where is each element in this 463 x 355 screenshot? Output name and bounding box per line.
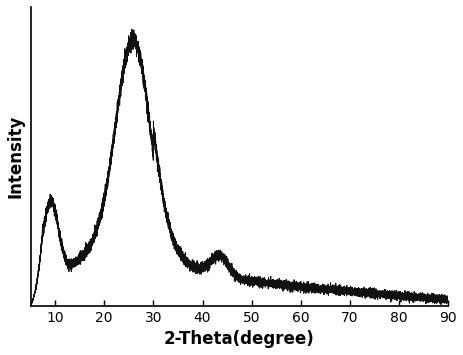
Y-axis label: Intensity: Intensity [7, 115, 25, 198]
X-axis label: 2-Theta(degree): 2-Theta(degree) [163, 330, 314, 348]
